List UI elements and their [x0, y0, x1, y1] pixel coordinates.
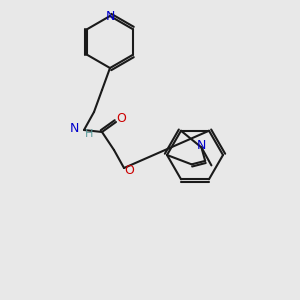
Text: O: O — [124, 164, 134, 178]
Text: N: N — [105, 10, 115, 22]
Text: N: N — [70, 122, 79, 134]
Text: O: O — [116, 112, 126, 125]
Text: H: H — [85, 129, 93, 139]
Text: N: N — [197, 139, 206, 152]
